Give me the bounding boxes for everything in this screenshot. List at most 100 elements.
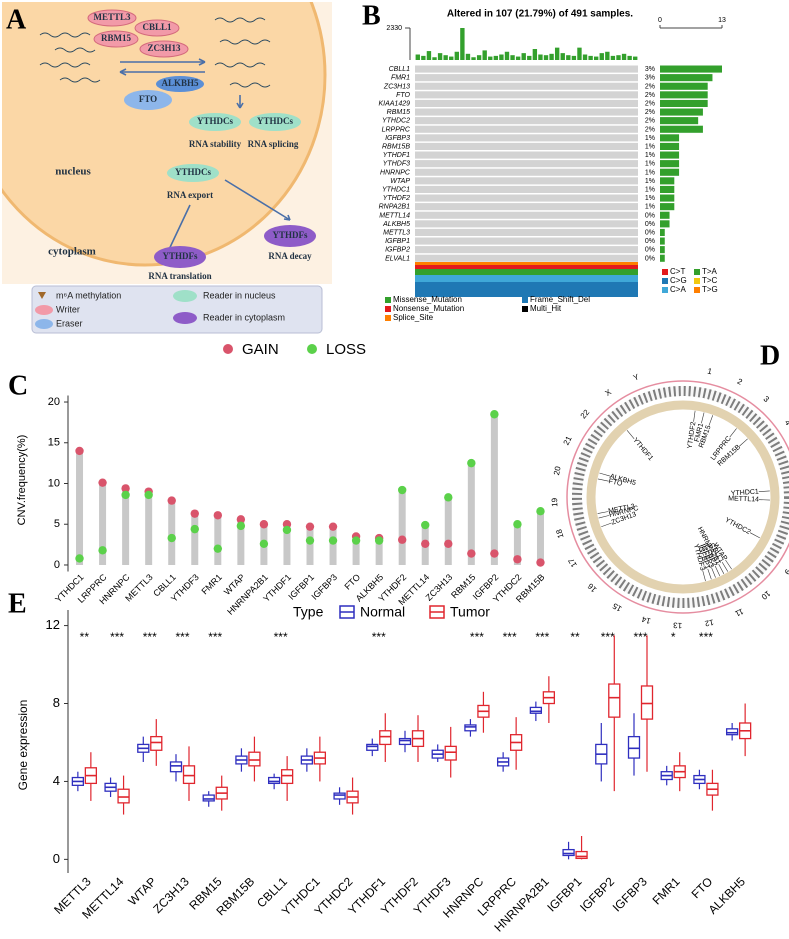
significance: *** bbox=[143, 630, 157, 644]
legend-label: Reader in nucleus bbox=[203, 290, 276, 300]
legend-label: Splice_Site bbox=[393, 313, 434, 322]
legend-swatch bbox=[662, 278, 668, 284]
count-bar bbox=[660, 74, 713, 82]
gene-label: HNRNPC bbox=[380, 169, 411, 176]
gene-connector bbox=[599, 472, 611, 477]
count-bar bbox=[660, 91, 708, 99]
gene-label: CBLL1 bbox=[389, 66, 411, 73]
legend-label: T>G bbox=[702, 285, 718, 294]
gene-label: YTHDC2 bbox=[382, 118, 410, 125]
legend-label: Multi_Hit bbox=[530, 304, 562, 313]
cnv-bar bbox=[329, 526, 337, 565]
box bbox=[333, 792, 346, 800]
gene-label: FTO bbox=[608, 478, 624, 488]
cnv-dot bbox=[467, 549, 476, 558]
significance: *** bbox=[503, 630, 517, 644]
chromosome-label: 9 bbox=[782, 567, 789, 576]
legend-label: Reader in cytoplasm bbox=[203, 312, 285, 322]
compartment-label: nucleus bbox=[55, 166, 91, 178]
cnv-dot bbox=[213, 544, 223, 553]
cnv-bar bbox=[122, 488, 130, 565]
cnv-dot bbox=[98, 478, 107, 487]
burden-bar bbox=[426, 51, 432, 60]
significance: *** bbox=[208, 630, 222, 644]
reader-label: YTHDCs bbox=[197, 116, 234, 126]
gene-connector bbox=[701, 412, 705, 424]
count-bar bbox=[660, 220, 670, 228]
box bbox=[248, 751, 261, 767]
gene-connector bbox=[601, 522, 612, 528]
cnv-dot bbox=[421, 539, 430, 548]
legend-icon bbox=[173, 290, 197, 302]
gene-label: KIAA1429 bbox=[378, 101, 410, 108]
percent-label: 2% bbox=[645, 109, 655, 116]
eraser-label: FTO bbox=[139, 94, 157, 104]
significance: *** bbox=[535, 630, 549, 644]
count-bar bbox=[660, 99, 708, 107]
matrix-row bbox=[415, 185, 638, 193]
matrix-row bbox=[415, 117, 638, 125]
cnv-bar bbox=[444, 497, 452, 565]
cnv-bar bbox=[237, 519, 245, 565]
burden-bar bbox=[538, 54, 543, 60]
y-axis-title: Gene expression bbox=[16, 700, 30, 791]
legend-label: Frame_Shift_Del bbox=[530, 295, 590, 304]
significance: *** bbox=[470, 630, 484, 644]
eraser-pills bbox=[124, 76, 204, 110]
gene-connector bbox=[729, 428, 737, 438]
cnv-bar bbox=[467, 463, 475, 565]
gene-label: YTHDF2 bbox=[687, 421, 698, 449]
panel-a: METTL3 CBLL1 RBM15 ZC3H13 ALKBH5 FTO YTH… bbox=[2, 2, 332, 334]
rna-waves bbox=[39, 17, 271, 88]
cnv-dot bbox=[374, 536, 384, 545]
chromosome-label: 21 bbox=[562, 434, 574, 446]
percent-label: 1% bbox=[645, 169, 655, 176]
matrix-row bbox=[415, 228, 638, 236]
x-tick-label: IGFBP3 bbox=[610, 874, 650, 914]
gene-label: FMR1 bbox=[694, 422, 705, 442]
gene-connector bbox=[711, 567, 716, 578]
gene-label: YTHDF1 bbox=[383, 152, 410, 159]
cnv-dot bbox=[467, 458, 476, 468]
box bbox=[169, 761, 183, 773]
cnv-dot bbox=[513, 555, 522, 564]
x-tick-label: FMR1 bbox=[650, 874, 683, 907]
burden-bar bbox=[599, 53, 604, 60]
reader-label: YTHDCs bbox=[175, 167, 212, 177]
cnv-dot bbox=[236, 521, 246, 531]
chromosome-label: 12 bbox=[703, 617, 714, 628]
box bbox=[608, 683, 621, 718]
reader-pills bbox=[154, 113, 316, 268]
burden-bar bbox=[515, 56, 521, 60]
percent-label: 2% bbox=[645, 118, 655, 125]
matrix-row bbox=[415, 211, 638, 219]
burden-bar bbox=[504, 51, 510, 60]
cnv-dot bbox=[421, 520, 430, 530]
x-tick-label: 13 bbox=[718, 17, 726, 24]
burden-bar bbox=[605, 51, 610, 60]
cnv-dot bbox=[328, 536, 338, 545]
x-tick-label: FTO bbox=[689, 874, 716, 901]
legend-swatch bbox=[694, 287, 700, 293]
burden-bar bbox=[560, 53, 565, 60]
cnv-dot bbox=[190, 509, 199, 518]
legend-label: C>A bbox=[670, 285, 686, 294]
gene-connector bbox=[626, 430, 635, 439]
legend-label: Missense_Mutation bbox=[393, 295, 462, 304]
count-bar bbox=[660, 134, 680, 142]
spectrum-band bbox=[415, 262, 638, 297]
matrix-row bbox=[415, 194, 638, 202]
cnv-dot bbox=[75, 554, 84, 563]
burden-bar bbox=[521, 53, 526, 60]
cnv-dot bbox=[328, 522, 338, 531]
y-tick-label: 10 bbox=[48, 477, 60, 489]
percent-label: 1% bbox=[645, 195, 655, 202]
panel-letter: B bbox=[362, 0, 381, 31]
matrix-row bbox=[415, 134, 638, 142]
gene-connector bbox=[598, 515, 610, 519]
significance: *** bbox=[633, 630, 647, 644]
matrix-row bbox=[415, 125, 638, 133]
count-bar bbox=[660, 203, 675, 211]
burden-bar bbox=[460, 28, 465, 60]
